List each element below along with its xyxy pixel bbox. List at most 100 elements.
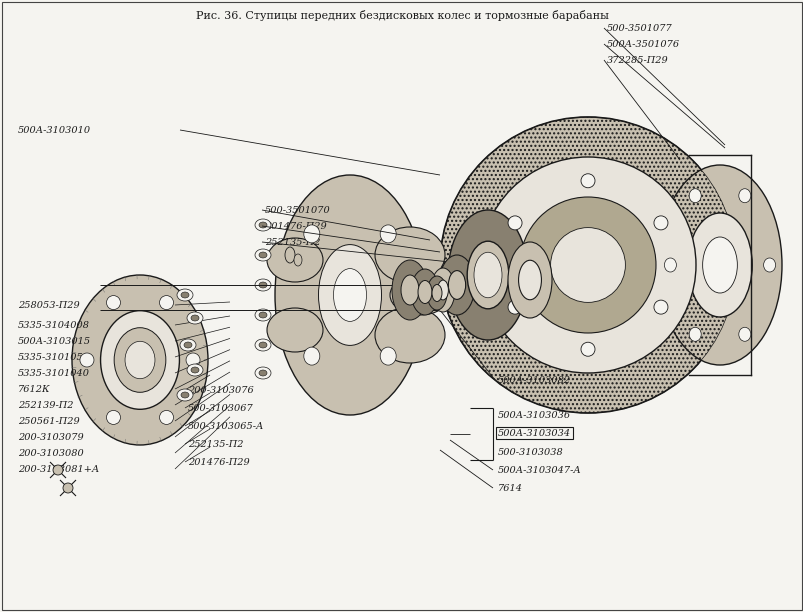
Ellipse shape (114, 327, 165, 392)
Ellipse shape (177, 389, 193, 401)
Ellipse shape (284, 247, 295, 263)
Text: 500-3501070: 500-3501070 (265, 206, 330, 214)
Ellipse shape (467, 241, 508, 309)
Ellipse shape (401, 275, 418, 305)
Ellipse shape (318, 245, 381, 345)
Ellipse shape (106, 411, 120, 424)
Ellipse shape (267, 308, 323, 352)
Text: 201476-П29: 201476-П29 (188, 458, 250, 466)
Text: 200-3103080: 200-3103080 (18, 449, 84, 458)
Ellipse shape (255, 219, 271, 231)
Text: 500А-3103082: 500А-3103082 (497, 376, 570, 384)
Text: 200-3103076: 200-3103076 (188, 386, 254, 395)
Ellipse shape (653, 216, 667, 230)
Ellipse shape (304, 225, 320, 243)
Ellipse shape (159, 411, 173, 424)
Ellipse shape (106, 296, 120, 310)
Ellipse shape (380, 225, 396, 243)
Ellipse shape (653, 300, 667, 314)
Text: 200-3103079: 200-3103079 (18, 433, 84, 441)
Ellipse shape (259, 222, 267, 228)
Ellipse shape (430, 268, 454, 312)
Ellipse shape (581, 342, 594, 356)
Ellipse shape (374, 227, 444, 283)
Ellipse shape (187, 312, 202, 324)
Ellipse shape (259, 312, 267, 318)
Ellipse shape (100, 311, 179, 409)
Ellipse shape (159, 296, 173, 310)
Text: 201476-П29: 201476-П29 (265, 222, 326, 231)
Ellipse shape (581, 174, 594, 188)
Ellipse shape (507, 242, 552, 318)
Text: 252139-П2: 252139-П2 (18, 400, 73, 409)
Ellipse shape (79, 353, 94, 367)
Ellipse shape (657, 165, 781, 365)
Ellipse shape (438, 255, 475, 315)
Ellipse shape (479, 157, 695, 373)
Ellipse shape (687, 213, 752, 317)
Ellipse shape (180, 339, 196, 351)
Ellipse shape (255, 309, 271, 321)
Text: 5335-3101040: 5335-3101040 (18, 368, 90, 378)
Ellipse shape (259, 282, 267, 288)
Ellipse shape (125, 341, 155, 379)
Text: 252135-П2: 252135-П2 (265, 237, 320, 247)
Ellipse shape (431, 285, 442, 302)
Ellipse shape (191, 315, 199, 321)
Ellipse shape (184, 342, 192, 348)
Text: 500А-3501076: 500А-3501076 (606, 40, 679, 48)
Ellipse shape (763, 258, 775, 272)
Ellipse shape (275, 175, 425, 415)
Ellipse shape (304, 347, 320, 365)
Ellipse shape (663, 258, 675, 272)
Ellipse shape (688, 188, 700, 203)
Ellipse shape (418, 280, 431, 304)
Text: 200-3103081+А: 200-3103081+А (18, 465, 99, 474)
Text: 500А-3103036: 500А-3103036 (497, 411, 570, 419)
Ellipse shape (702, 237, 736, 293)
Ellipse shape (53, 465, 63, 475)
Text: 500-3501077: 500-3501077 (606, 23, 672, 32)
Text: 500А-3103047-А: 500А-3103047-А (497, 466, 581, 474)
Ellipse shape (259, 252, 267, 258)
Ellipse shape (520, 197, 655, 333)
Ellipse shape (518, 260, 540, 300)
Ellipse shape (474, 252, 501, 298)
Ellipse shape (507, 216, 521, 230)
Text: 5335-3101050: 5335-3101050 (18, 353, 90, 362)
Ellipse shape (389, 275, 450, 315)
Text: 500А-3103015: 500А-3103015 (18, 337, 91, 346)
Ellipse shape (187, 364, 202, 376)
Ellipse shape (507, 300, 521, 314)
Ellipse shape (426, 276, 446, 310)
Text: 258053-П29: 258053-П29 (18, 300, 79, 310)
Ellipse shape (185, 353, 200, 367)
Ellipse shape (688, 327, 700, 341)
Ellipse shape (294, 254, 302, 266)
Text: 500-3103038: 500-3103038 (497, 447, 563, 457)
Ellipse shape (191, 367, 199, 373)
Ellipse shape (181, 292, 189, 298)
Ellipse shape (447, 210, 528, 340)
Ellipse shape (72, 275, 208, 445)
Text: 372285-П29: 372285-П29 (606, 56, 668, 64)
Ellipse shape (267, 238, 323, 282)
Text: 252135-П2: 252135-П2 (188, 439, 243, 449)
Ellipse shape (550, 228, 625, 302)
Ellipse shape (410, 269, 438, 315)
Text: 500-3103065-А: 500-3103065-А (188, 422, 264, 430)
Ellipse shape (259, 342, 267, 348)
Text: 500А-3103034: 500А-3103034 (497, 428, 570, 438)
Ellipse shape (738, 188, 750, 203)
Ellipse shape (448, 271, 465, 299)
Ellipse shape (255, 249, 271, 261)
Ellipse shape (259, 370, 267, 376)
Ellipse shape (380, 347, 396, 365)
Ellipse shape (255, 367, 271, 379)
Ellipse shape (255, 339, 271, 351)
Ellipse shape (333, 269, 366, 321)
Ellipse shape (374, 307, 444, 363)
Text: Рис. 36. Ступицы передних бездисковых колес и тормозные барабаны: Рис. 36. Ступицы передних бездисковых ко… (195, 10, 608, 21)
Text: 500А-3103010: 500А-3103010 (18, 125, 91, 135)
Text: 5335-3104008: 5335-3104008 (18, 321, 90, 329)
